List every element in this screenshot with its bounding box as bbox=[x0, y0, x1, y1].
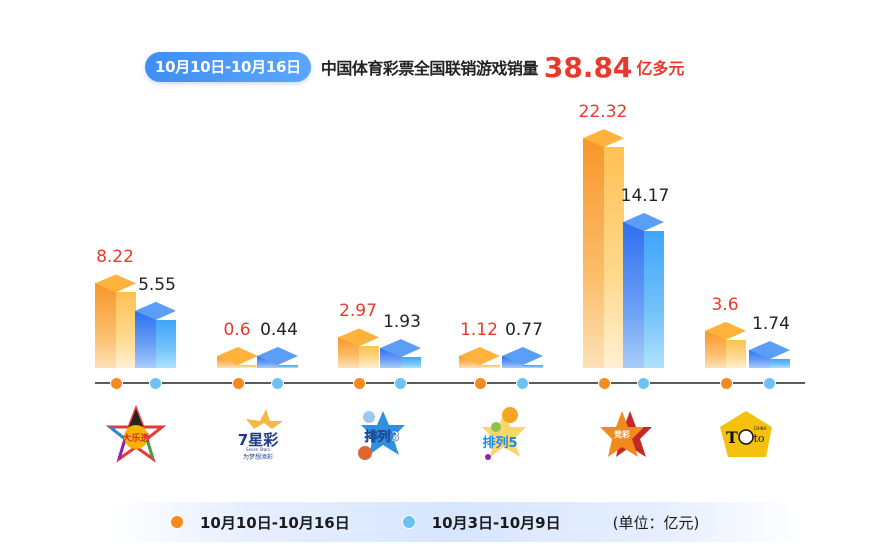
unit-note: (单位：亿元) bbox=[612, 513, 700, 532]
value-label-current: 8.22 bbox=[96, 247, 134, 268]
value-label-previous: 14.17 bbox=[620, 186, 670, 207]
pailie5-logo-icon: 排列5 bbox=[470, 405, 530, 465]
value-label-current: 1.12 bbox=[460, 320, 498, 340]
value-label-current: 2.97 bbox=[339, 301, 377, 322]
qixingcai-logo-icon: 7星彩 Seven Stars 为梦想添彩 bbox=[228, 405, 288, 465]
total-sales-unit: 亿多元 bbox=[636, 59, 685, 78]
bar-current bbox=[583, 129, 624, 368]
svg-text:CHINA: CHINA bbox=[754, 426, 767, 431]
svg-text:Seven Stars: Seven Stars bbox=[246, 447, 270, 452]
total-sales-value: 38.84 bbox=[543, 50, 633, 84]
value-label-previous: 0.77 bbox=[505, 320, 543, 340]
svg-text:T: T bbox=[726, 428, 738, 447]
value-label-previous: 5.55 bbox=[138, 274, 176, 295]
chart-title: 中国体育彩票全国联销游戏销量 bbox=[320, 59, 539, 78]
axis-dot-current bbox=[353, 377, 366, 390]
svg-text:7星彩: 7星彩 bbox=[238, 431, 278, 449]
bar-previous bbox=[380, 339, 421, 368]
bar-current bbox=[217, 347, 258, 368]
bar-previous bbox=[502, 347, 543, 368]
bar-previous bbox=[257, 347, 298, 368]
axis-dot-previous bbox=[149, 377, 162, 390]
value-label-previous: 0.44 bbox=[260, 320, 298, 340]
bar-current bbox=[95, 274, 136, 368]
bar-current bbox=[459, 347, 500, 368]
blue-dot-icon bbox=[401, 515, 416, 529]
value-label-previous: 1.74 bbox=[752, 314, 790, 335]
value-label-current: 3.6 bbox=[711, 294, 739, 315]
legend-item-current: 10月10日-10月16日 bbox=[170, 512, 350, 533]
svg-text:to: to bbox=[753, 432, 764, 445]
axis-dot-current bbox=[110, 377, 123, 390]
bar-previous bbox=[749, 341, 790, 368]
axis-dot-current bbox=[598, 377, 611, 390]
svg-text:竞彩: 竞彩 bbox=[613, 429, 630, 439]
axis-dot-current bbox=[720, 377, 733, 390]
legend: 10月10日-10月16日 10月3日-10月9日 (单位：亿元) bbox=[110, 502, 800, 542]
bar-previous bbox=[623, 213, 664, 368]
pailie3-logo-icon: 排列3 bbox=[349, 405, 409, 465]
legend-item-previous: 10月3日-10月9日 bbox=[401, 512, 561, 533]
axis-dot-previous bbox=[394, 377, 407, 390]
value-label-current: 22.32 bbox=[578, 102, 628, 123]
svg-text:排列3: 排列3 bbox=[364, 429, 399, 445]
legend-label-current: 10月10日-10月16日 bbox=[200, 513, 350, 532]
value-label-previous: 1.93 bbox=[383, 312, 421, 333]
axis-dot-current bbox=[232, 377, 245, 390]
bar-current bbox=[338, 328, 379, 368]
bar-previous bbox=[135, 301, 176, 368]
legend-label-previous: 10月3日-10月9日 bbox=[431, 513, 561, 532]
axis-dot-previous bbox=[271, 377, 284, 390]
svg-text:为梦想添彩: 为梦想添彩 bbox=[243, 453, 273, 461]
axis-dot-previous bbox=[637, 377, 650, 390]
axis-dot-previous bbox=[763, 377, 776, 390]
jingcai-logo-icon: 竞彩 bbox=[594, 405, 654, 465]
axis-dot-previous bbox=[516, 377, 529, 390]
chart-header: 10月10日-10月16日 中国体育彩票全国联销游戏销量 38.84 亿多元 bbox=[145, 50, 685, 84]
bar-current bbox=[705, 321, 746, 368]
orange-dot-icon bbox=[170, 515, 184, 529]
svg-text:大乐透: 大乐透 bbox=[122, 432, 150, 444]
svg-text:排列5: 排列5 bbox=[482, 435, 517, 451]
daletou-logo-icon: 大乐透 bbox=[106, 405, 166, 465]
axis-dot-current bbox=[474, 377, 487, 390]
x-axis-line bbox=[95, 382, 805, 384]
date-range-pill: 10月10日-10月16日 bbox=[145, 52, 311, 82]
value-label-current: 0.6 bbox=[223, 320, 251, 340]
